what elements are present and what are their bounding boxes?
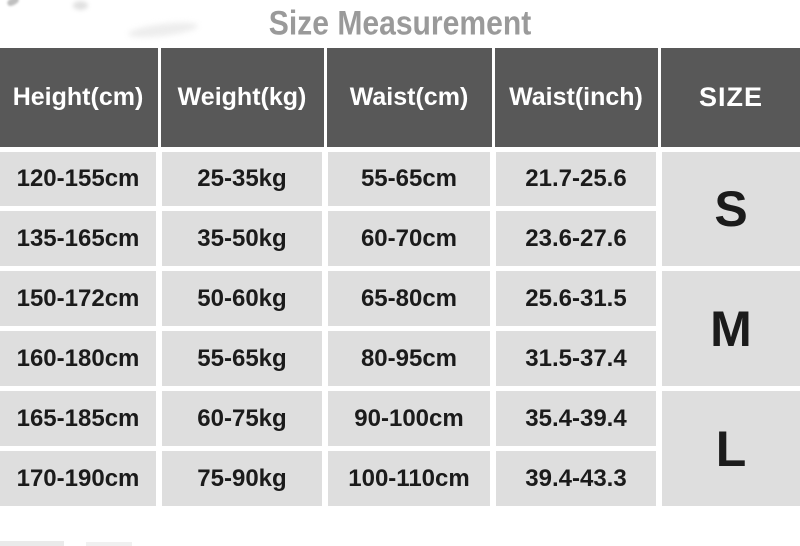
artifact-strip <box>0 541 64 546</box>
cell-row3-waist-cm: 65-80cm <box>328 271 490 326</box>
cell-row5-waist-inch: 35.4-39.4 <box>496 391 656 446</box>
cell-row5-waist-cm: 90-100cm <box>328 391 490 446</box>
cell-row6-weight: 75-90kg <box>162 451 322 506</box>
cell-row2-weight: 35-50kg <box>162 211 322 266</box>
cell-row6-height: 170-190cm <box>0 451 156 506</box>
cell-row1-waist-inch: 21.7-25.6 <box>496 152 656 206</box>
cell-row3-weight: 50-60kg <box>162 271 322 326</box>
artifact-smudge <box>6 0 20 8</box>
cell-row4-waist-cm: 80-95cm <box>328 331 490 386</box>
size-cell-m: M <box>662 271 800 386</box>
cell-row5-weight: 60-75kg <box>162 391 322 446</box>
cell-row6-waist-inch: 39.4-43.3 <box>496 451 656 506</box>
cell-row1-weight: 25-35kg <box>162 152 322 206</box>
size-cell-s: S <box>662 152 800 266</box>
header-waist-cm: Waist(cm) <box>326 48 492 147</box>
cell-row5-height: 165-185cm <box>0 391 156 446</box>
cell-row2-height: 135-165cm <box>0 211 156 266</box>
cell-row6-waist-cm: 100-110cm <box>328 451 490 506</box>
cell-row4-height: 160-180cm <box>0 331 156 386</box>
header-weight-kg: Weight(kg) <box>160 48 324 147</box>
cell-row2-waist-inch: 23.6-27.6 <box>496 211 656 266</box>
size-cell-l: L <box>662 391 800 506</box>
cell-row2-waist-cm: 60-70cm <box>328 211 490 266</box>
header-waist-inch: Waist(inch) <box>494 48 658 147</box>
cell-row3-height: 150-172cm <box>0 271 156 326</box>
cell-row1-height: 120-155cm <box>0 152 156 206</box>
header-height-cm: Height(cm) <box>0 48 158 147</box>
page-title: Size Measurement <box>268 3 532 42</box>
size-measurement-table: Height(cm) Weight(kg) Waist(cm) Waist(in… <box>0 48 800 506</box>
cell-row1-waist-cm: 55-65cm <box>328 152 490 206</box>
header-size: SIZE <box>660 48 800 147</box>
cell-row4-waist-inch: 31.5-37.4 <box>496 331 656 386</box>
artifact-strip <box>86 542 132 546</box>
cell-row4-weight: 55-65kg <box>162 331 322 386</box>
cell-row3-waist-inch: 25.6-31.5 <box>496 271 656 326</box>
